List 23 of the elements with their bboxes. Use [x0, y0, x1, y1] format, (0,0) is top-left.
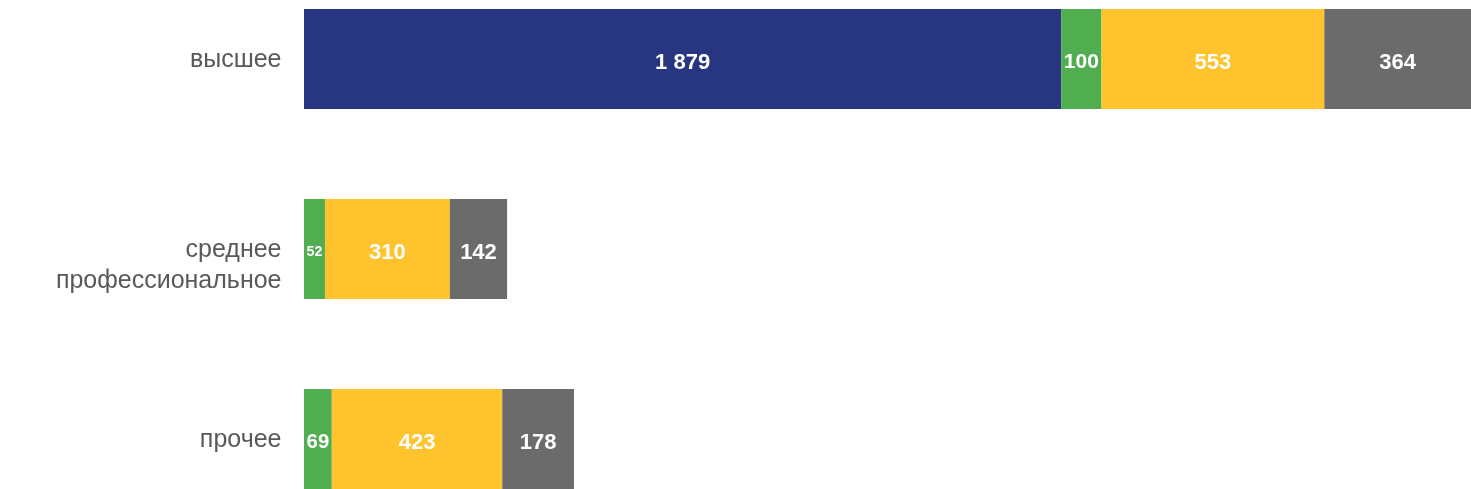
y-tick-label: прочее [199, 424, 282, 452]
y-tick-label: высшее [189, 44, 282, 72]
data-label: 100 [1063, 49, 1099, 72]
bar [1324, 9, 1471, 109]
data-label: 69 [306, 430, 330, 452]
data-label: 178 [519, 429, 557, 454]
data-label: 52 [306, 243, 323, 259]
bar [304, 389, 332, 489]
data-label: 1 879 [655, 49, 711, 74]
data-label: 310 [369, 239, 406, 264]
data-label: 364 [1379, 49, 1417, 74]
bar [1101, 9, 1325, 109]
y-tick-label: среднее профессиональное [55, 234, 282, 293]
bar [304, 9, 1062, 109]
bar [331, 389, 503, 489]
data-label: 423 [398, 429, 436, 454]
bar [324, 199, 450, 299]
data-label: 553 [1194, 49, 1232, 74]
data-label: 142 [460, 239, 497, 264]
bar [502, 389, 574, 489]
bar [1061, 9, 1102, 109]
bar [449, 199, 508, 299]
bar [304, 199, 325, 299]
